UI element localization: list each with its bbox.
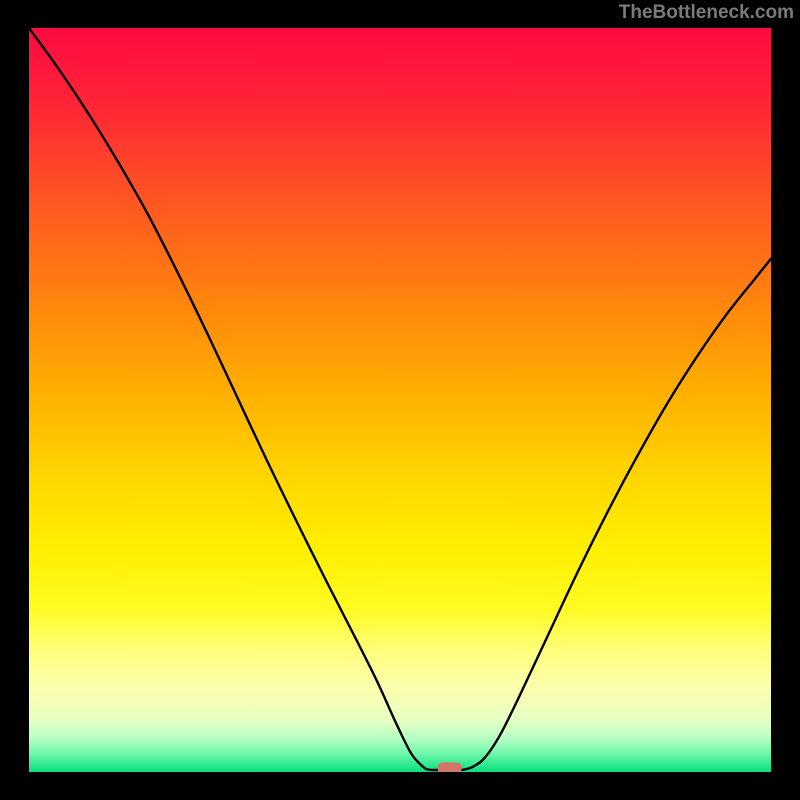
- chart-container: TheBottleneck.com: [0, 0, 800, 800]
- bottleneck-curve-chart: [29, 28, 771, 772]
- attribution-label: TheBottleneck.com: [619, 2, 794, 24]
- chart-background: [29, 28, 771, 772]
- optimal-point-marker: [438, 762, 462, 772]
- plot-area: [29, 28, 771, 772]
